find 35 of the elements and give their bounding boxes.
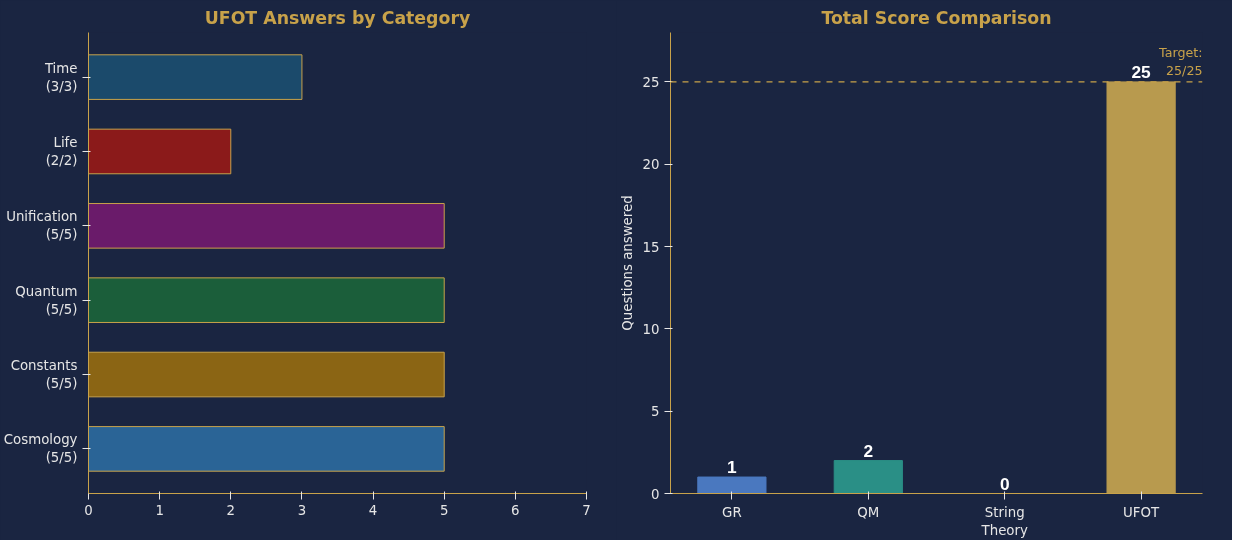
x-tick-label: String Theory [980,504,1028,538]
y-tick-label: Constants (5/5) [10,358,78,392]
x-tick-label: QM [857,504,880,520]
x-tick-label: 3 [297,502,307,518]
y-tick-label: Unification (5/5) [6,209,78,243]
y-tick-label: Life (2/2) [45,134,78,168]
data-label: 2 [863,440,874,461]
bar [697,476,767,494]
chart-title: Total Score Comparison [821,7,1052,28]
x-tick-label: GR [722,504,742,520]
y-tick-label: 5 [651,404,660,420]
y-tick-label: Cosmology (5/5) [3,432,78,466]
y-tick-label: 20 [642,157,660,173]
data-label: 25 [1131,61,1152,82]
x-tick-label: 6 [511,502,520,518]
x-tick-label: 1 [155,502,164,518]
data-label: 0 [999,473,1010,494]
x-tick-label: 7 [582,502,591,518]
y-tick-label: 10 [642,321,660,337]
x-tick-label: 4 [368,502,378,518]
bar [1106,81,1176,494]
y-tick-label: 0 [651,486,660,502]
x-tick-label: UFOT [1123,504,1160,520]
x-tick-label: 5 [439,502,449,518]
y-tick-label: 25 [642,74,660,90]
data-label: 1 [727,457,738,478]
x-tick-label: 0 [84,502,93,518]
y-tick-label: 15 [642,239,660,255]
ref-line-label: Target: 25/25 [1158,44,1203,78]
x-tick-label: 2 [226,502,236,518]
y-axis-title: Questions answered [619,195,635,331]
chart-title: UFOT Answers by Category [204,7,471,28]
bar [833,460,903,494]
y-tick-label: Time (3/3) [43,60,78,94]
y-tick-label: Quantum (5/5) [15,283,78,317]
